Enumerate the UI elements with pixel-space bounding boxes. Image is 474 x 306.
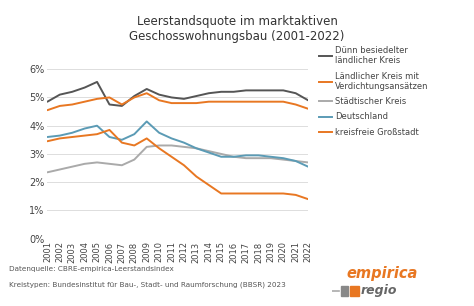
Legend: Dünn besiedelter
ländlicher Kreis, Ländlicher Kreis mit
Verdichtungsansätzen, St: Dünn besiedelter ländlicher Kreis, Ländl…	[319, 46, 428, 137]
Text: empirica: empirica	[346, 266, 418, 281]
Bar	[350, 286, 358, 296]
Text: Kreistypen: Bundesinstitut für Bau-, Stadt- und Raumforschung (BBSR) 2023: Kreistypen: Bundesinstitut für Bau-, Sta…	[9, 282, 286, 288]
Bar	[341, 286, 348, 296]
Text: Datenquelle: CBRE-empirica-Leerstandsindex: Datenquelle: CBRE-empirica-Leerstandsind…	[9, 266, 174, 272]
Text: Leerstandsquote im marktaktiven
Geschosswohnungsbau (2001-2022): Leerstandsquote im marktaktiven Geschoss…	[129, 15, 345, 43]
Text: regio: regio	[360, 284, 397, 297]
